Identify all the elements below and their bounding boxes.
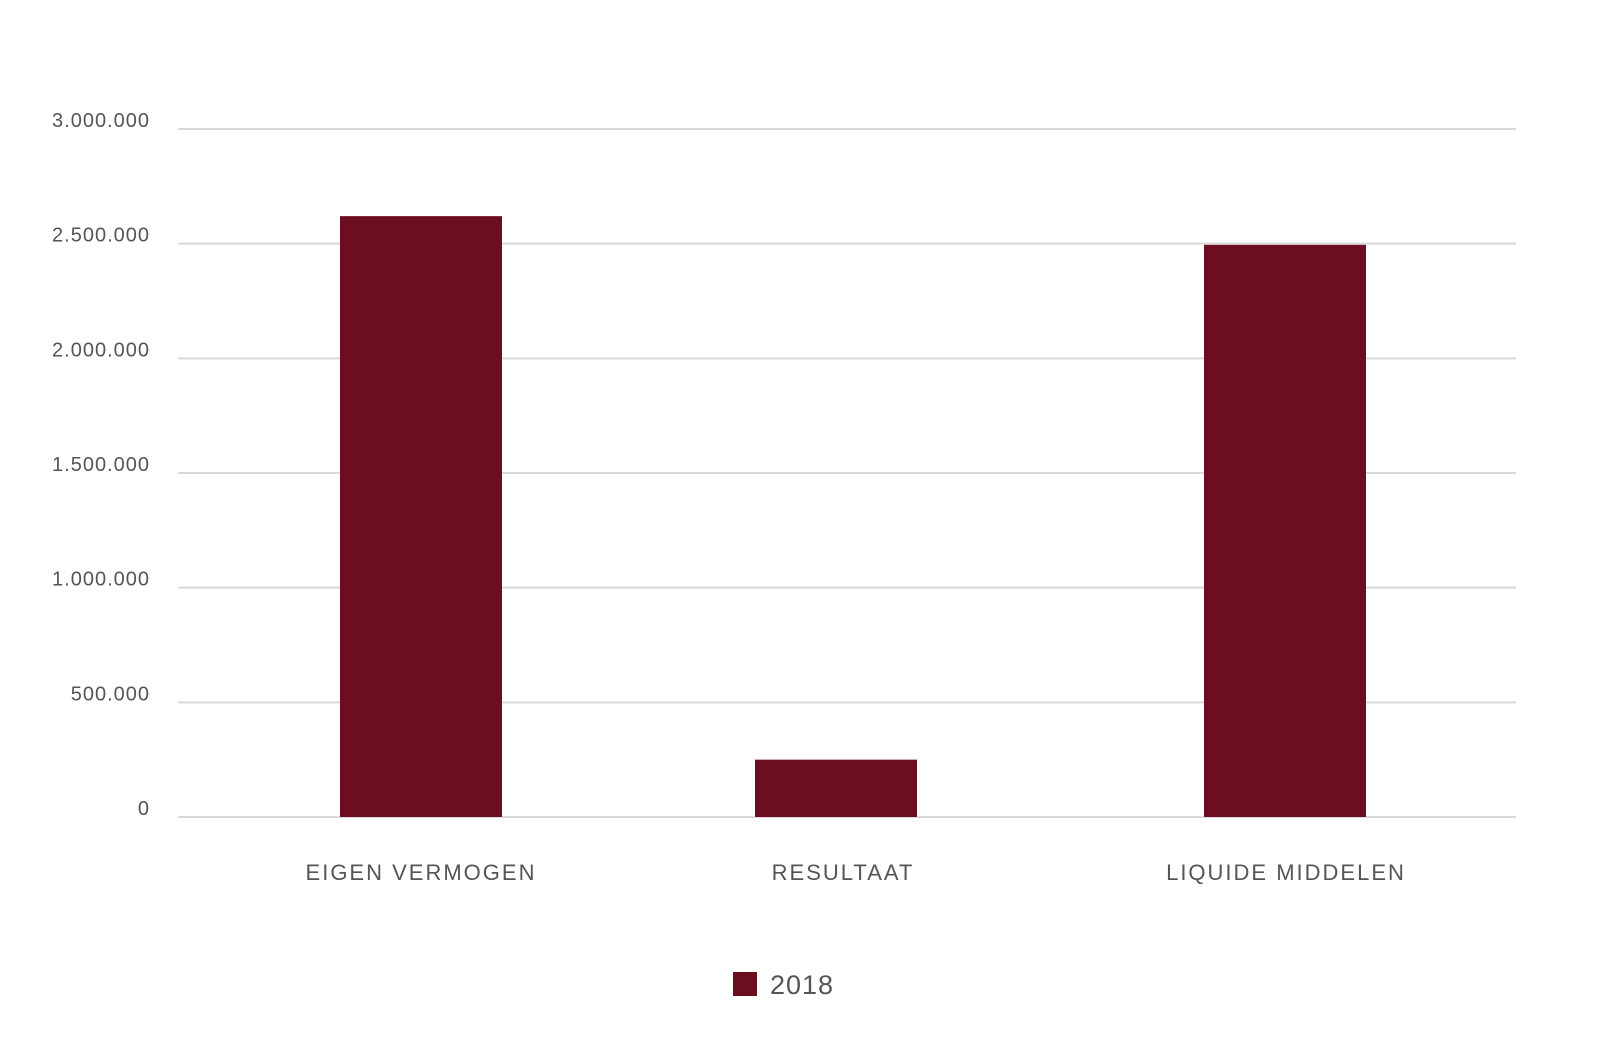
bar-eigen-vermogen <box>340 216 502 817</box>
bar-liquide-middelen <box>1204 244 1366 817</box>
x-tick-label: RESULTAAT <box>772 860 915 885</box>
y-tick-label: 2.500.000 <box>52 225 150 247</box>
x-tick-label: LIQUIDE MIDDELEN <box>1166 860 1406 885</box>
y-tick-label: 500.000 <box>71 683 150 705</box>
legend-swatch <box>733 972 757 996</box>
x-tick-label: EIGEN VERMOGEN <box>306 860 537 885</box>
legend-label: 2018 <box>770 970 834 1000</box>
y-tick-label: 2.000.000 <box>52 339 150 361</box>
y-axis-tick-labels: 0 500.000 1.000.000 1.500.000 2.000.000 2.500… <box>52 110 150 820</box>
bar-resultaat <box>755 759 917 817</box>
y-tick-label: 1.500.000 <box>52 454 150 476</box>
y-tick-label: 0 <box>138 798 150 820</box>
x-axis-tick-labels: EIGEN VERMOGEN RESULTAAT LIQUIDE MIDDELEN <box>306 860 1406 885</box>
bars <box>340 216 1366 817</box>
y-tick-label: 1.000.000 <box>52 569 150 591</box>
y-tick-label: 3.000.000 <box>52 110 150 132</box>
legend: 2018 <box>733 970 834 1000</box>
